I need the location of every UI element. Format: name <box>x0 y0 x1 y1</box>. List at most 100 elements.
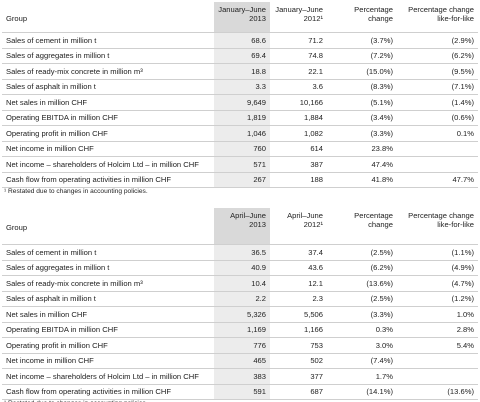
table-row: Sales of asphalt in million t 2.2 2.3 (2.5%… <box>2 291 478 307</box>
header-cell: January–June 2013 <box>214 2 270 33</box>
value-cell: 5.4% <box>397 337 478 354</box>
value-cell: 47.4% <box>327 156 397 173</box>
value-cell: (6.2%) <box>327 260 397 276</box>
value-cell: 9,649 <box>214 94 270 111</box>
table-row: Sales of asphalt in million t 3.3 3.6 (8.3%… <box>2 79 478 95</box>
table-row: Operating EBITDA in million CHF 1,169 1,16… <box>2 322 478 338</box>
value-cell: 1,884 <box>270 110 327 126</box>
row-label: Sales of asphalt in million t <box>2 291 214 307</box>
value-cell: 1,166 <box>270 322 327 338</box>
table-row: Sales of ready-mix concrete in million m… <box>2 63 478 80</box>
value-cell: 687 <box>270 384 327 400</box>
value-cell: 776 <box>214 337 270 354</box>
header-cell: April–June 2012¹ <box>270 208 327 245</box>
value-cell: (13.6%) <box>327 275 397 292</box>
value-cell: 1,169 <box>214 322 270 338</box>
value-cell: 47.7% <box>397 172 478 188</box>
header-cell: Group <box>2 208 214 245</box>
row-label: Operating EBITDA in million CHF <box>2 322 214 338</box>
value-cell <box>397 156 478 173</box>
value-cell: (15.0%) <box>327 63 397 80</box>
table-row: Sales of ready-mix concrete in million m… <box>2 275 478 292</box>
value-cell: (7.4%) <box>327 353 397 369</box>
header-row: Group January–June 2013 January–June 2012¹… <box>2 2 478 33</box>
table-row: Sales of cement in million t 36.5 37.4 (2.5… <box>2 244 478 261</box>
row-label: Cash flow from operating activities in m… <box>2 384 214 400</box>
header-cell: April–June 2013 <box>214 208 270 245</box>
value-cell: 1,082 <box>270 125 327 142</box>
table-row: Net income in million CHF 465 502 (7.4%) <box>2 353 478 369</box>
value-cell: (1.1%) <box>397 244 478 261</box>
table-row: Net income – shareholders of Holcim Ltd … <box>2 368 478 385</box>
footnote: ¹ Restated due to changes in accounting … <box>4 188 148 195</box>
row-label: Sales of aggregates in million t <box>2 260 214 276</box>
value-cell: 5,506 <box>270 306 327 323</box>
value-cell: 18.8 <box>214 63 270 80</box>
value-cell: (7.2%) <box>327 48 397 64</box>
value-cell: (3.7%) <box>327 32 397 49</box>
table-row: Operating EBITDA in million CHF 1,819 1,88… <box>2 110 478 126</box>
value-cell: 3.3 <box>214 79 270 95</box>
value-cell: (4.9%) <box>397 260 478 276</box>
value-cell: 377 <box>270 368 327 385</box>
value-cell: (7.1%) <box>397 79 478 95</box>
footnote: ¹ Restated due to changes in accounting … <box>2 400 478 402</box>
value-cell: (6.2%) <box>397 48 478 64</box>
row-label: Net income – shareholders of Holcim Ltd … <box>2 156 214 173</box>
value-cell: 1,046 <box>214 125 270 142</box>
value-cell <box>397 368 478 385</box>
value-cell: 5,326 <box>214 306 270 323</box>
row-label: Sales of aggregates in million t <box>2 48 214 64</box>
value-cell: 3.6 <box>270 79 327 95</box>
header-cell: Percentage change like-for-like <box>397 208 478 245</box>
table-row: Sales of cement in million t 68.6 71.2 (3.7… <box>2 32 478 49</box>
row-label: Sales of cement in million t <box>2 32 214 49</box>
row-label: Net sales in million CHF <box>2 306 214 323</box>
value-cell: (13.6%) <box>397 384 478 400</box>
header-cell: Percentage change like-for-like <box>397 2 478 33</box>
table-row: Sales of aggregates in million t 40.9 43.6… <box>2 260 478 276</box>
value-cell <box>397 353 478 369</box>
value-cell: 760 <box>214 141 270 157</box>
table-row: Cash flow from operating activities in m… <box>2 172 478 188</box>
value-cell: (1.4%) <box>397 94 478 111</box>
value-cell: (3.3%) <box>327 306 397 323</box>
value-cell: (0.6%) <box>397 110 478 126</box>
table-row: Operating profit in million CHF 776 753 3.0… <box>2 337 478 354</box>
table-row: Net income – shareholders of Holcim Ltd … <box>2 156 478 173</box>
header-row: Group April–June 2013 April–June 2012¹ Perc… <box>2 208 478 245</box>
header-cell: Group <box>2 2 214 33</box>
row-label: Operating EBITDA in million CHF <box>2 110 214 126</box>
value-cell: 2.3 <box>270 291 327 307</box>
value-cell <box>397 141 478 157</box>
row-label: Sales of ready-mix concrete in million m… <box>2 63 214 80</box>
value-cell: 2.8% <box>397 322 478 338</box>
value-cell: 0.1% <box>397 125 478 142</box>
value-cell: 10,166 <box>270 94 327 111</box>
value-cell: 753 <box>270 337 327 354</box>
value-cell: 22.1 <box>270 63 327 80</box>
row-label: Cash flow from operating activities in m… <box>2 172 214 188</box>
value-cell: 12.1 <box>270 275 327 292</box>
row-label: Operating profit in million CHF <box>2 337 214 354</box>
row-label: Net sales in million CHF <box>2 94 214 111</box>
value-cell: 74.8 <box>270 48 327 64</box>
value-cell: (3.3%) <box>327 125 397 142</box>
data-table: Group January–June 2013 January–June 2012¹… <box>2 2 478 188</box>
value-cell: (3.4%) <box>327 110 397 126</box>
value-cell: 37.4 <box>270 244 327 261</box>
value-cell: 23.8% <box>327 141 397 157</box>
row-label: Net income in million CHF <box>2 141 214 157</box>
row-label: Sales of ready-mix concrete in million m… <box>2 275 214 292</box>
value-cell: 0.3% <box>327 322 397 338</box>
value-cell: 387 <box>270 156 327 173</box>
value-cell: 10.4 <box>214 275 270 292</box>
value-cell: (2.5%) <box>327 244 397 261</box>
row-label: Operating profit in million CHF <box>2 125 214 142</box>
table-row: Net income in million CHF 760 614 23.8% <box>2 141 478 157</box>
value-cell: 68.6 <box>214 32 270 49</box>
value-cell: (2.9%) <box>397 32 478 49</box>
table-row: Net sales in million CHF 9,649 10,166 (5.1%… <box>2 94 478 111</box>
